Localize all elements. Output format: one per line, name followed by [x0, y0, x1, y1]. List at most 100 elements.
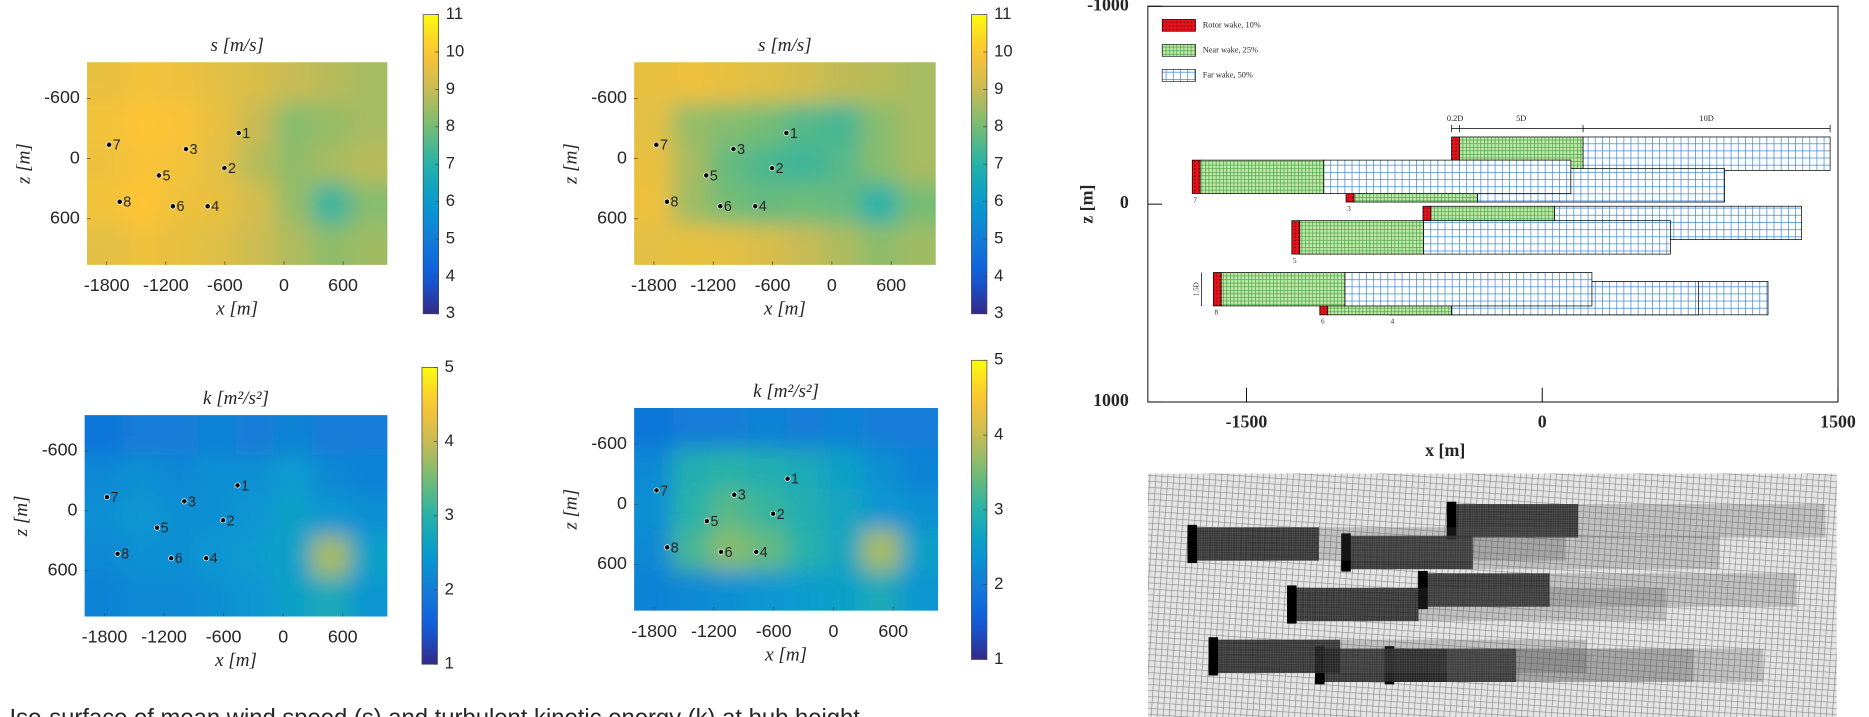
colorbar-tick-label: 4 — [994, 266, 1003, 285]
turbine-label: 2 — [227, 513, 235, 529]
colorbar-tick-label: 3 — [446, 303, 455, 322]
heatmap-cell — [273, 535, 313, 578]
mesh-rotor — [1208, 637, 1219, 676]
heatmap-cell — [236, 495, 276, 538]
turbine — [103, 494, 110, 501]
heatmap-cell — [710, 529, 750, 572]
heatmap-cell — [748, 489, 788, 531]
heatmap-cell — [748, 570, 788, 611]
heatmap-cell — [672, 570, 712, 611]
heatmap-cell — [709, 102, 749, 145]
turbine-label: 4 — [211, 199, 219, 215]
x-tick-label: -600 — [755, 275, 791, 295]
heatmap-cell — [124, 183, 164, 226]
y-tick-label: 0 — [70, 147, 80, 167]
turbine — [155, 172, 162, 179]
x-tick-label: -1800 — [631, 621, 677, 641]
heatmap-cell — [87, 183, 126, 226]
heatmap-cell — [897, 224, 936, 265]
turbine-label: 6 — [1321, 318, 1325, 326]
heatmap-cell — [349, 143, 388, 186]
heatmap-cell — [634, 407, 674, 450]
heatmap-cell — [824, 529, 864, 572]
y-axis-label: z [m] — [13, 143, 34, 185]
legend-swatch — [1161, 44, 1196, 57]
heatmap-cell — [634, 489, 674, 531]
heatmap-cell — [349, 495, 388, 538]
turbine-label: 3 — [1347, 205, 1351, 213]
heatmap-cell — [671, 102, 711, 145]
heatmap-cell — [822, 183, 862, 226]
heatmap-cell — [860, 224, 900, 265]
turbine-label: 7 — [660, 483, 668, 499]
y-tick-label: -1000 — [1087, 0, 1129, 14]
heatmap-cell — [312, 183, 352, 226]
heatmap-cell — [634, 62, 674, 105]
turbine — [718, 548, 725, 555]
wake-zone — [1199, 159, 1325, 194]
heatmap-cell — [634, 448, 674, 491]
turbine-label: 4 — [1391, 318, 1395, 326]
heatmap-cell — [897, 62, 936, 105]
heatmap-cell — [124, 102, 164, 145]
heatmap-cell — [671, 62, 711, 105]
plot-frame — [1147, 5, 1839, 403]
turbine-label: 3 — [737, 142, 745, 158]
mesh-far-region — [1418, 587, 1666, 622]
y-tick-label: 1000 — [1093, 390, 1129, 410]
turbine — [717, 203, 724, 210]
chart-title: k [m²/s²] — [203, 388, 269, 409]
y-tick-label: -600 — [591, 87, 627, 107]
turbine — [235, 130, 242, 136]
chart-title: s [m/s] — [210, 35, 264, 56]
y-tick-label: 0 — [68, 500, 78, 520]
wake-zone — [1191, 159, 1201, 194]
colorbar-tick-label: 6 — [446, 191, 455, 210]
x-tick-label: 0 — [827, 275, 837, 295]
heatmap-cell — [237, 224, 276, 265]
heatmap-cell — [84, 535, 124, 578]
x-axis-label: x [m] — [764, 644, 807, 665]
y-tick-label: 600 — [50, 208, 80, 228]
turbine-label: 2 — [777, 507, 785, 523]
heatmap-cell — [784, 183, 824, 226]
turbine-label: 6 — [175, 551, 183, 567]
colorbar-tick-label: 10 — [994, 41, 1013, 60]
turbine-label: 3 — [188, 494, 196, 510]
y-axis-label: z [m] — [1076, 185, 1096, 224]
turbine — [731, 491, 738, 498]
colorbar-tick-label: 11 — [994, 4, 1011, 23]
heatmap-cell — [84, 576, 124, 617]
heatmap-cell — [198, 576, 238, 617]
mesh-near-region — [1446, 504, 1579, 538]
colorbar-tick-label: 3 — [994, 499, 1003, 518]
turbine — [783, 130, 790, 136]
x-tick-label: -1500 — [1226, 412, 1268, 432]
heatmap-cell — [786, 529, 826, 572]
heatmap — [87, 62, 388, 265]
heatmap-cells — [634, 407, 939, 611]
x-tick-label: 0 — [278, 627, 288, 647]
heatmap-cell — [160, 576, 200, 617]
heatmap-cell — [311, 455, 351, 497]
colorbar-tick-label: 11 — [446, 4, 463, 23]
turbine-label: 1 — [790, 126, 798, 142]
heatmap-cell — [634, 102, 674, 145]
turbine — [183, 146, 189, 153]
heatmap-cell — [237, 102, 276, 145]
heatmap-cell — [349, 102, 388, 145]
heatmap-cell — [824, 407, 864, 450]
heatmap-cell — [900, 570, 939, 611]
colorbar-tick-label: 3 — [994, 303, 1003, 322]
heatmap-cell — [349, 183, 388, 226]
colorbar-tick-label: 4 — [446, 266, 455, 285]
colorbar-tick-label: 8 — [446, 116, 455, 135]
heatmap-cell — [312, 224, 352, 265]
turbine — [784, 475, 791, 482]
heatmap-cell — [824, 489, 864, 531]
heatmap-cell — [709, 183, 749, 226]
wake-zone — [1323, 159, 1572, 194]
heatmap-cell — [900, 529, 939, 572]
mesh-far-region — [1578, 504, 1826, 538]
